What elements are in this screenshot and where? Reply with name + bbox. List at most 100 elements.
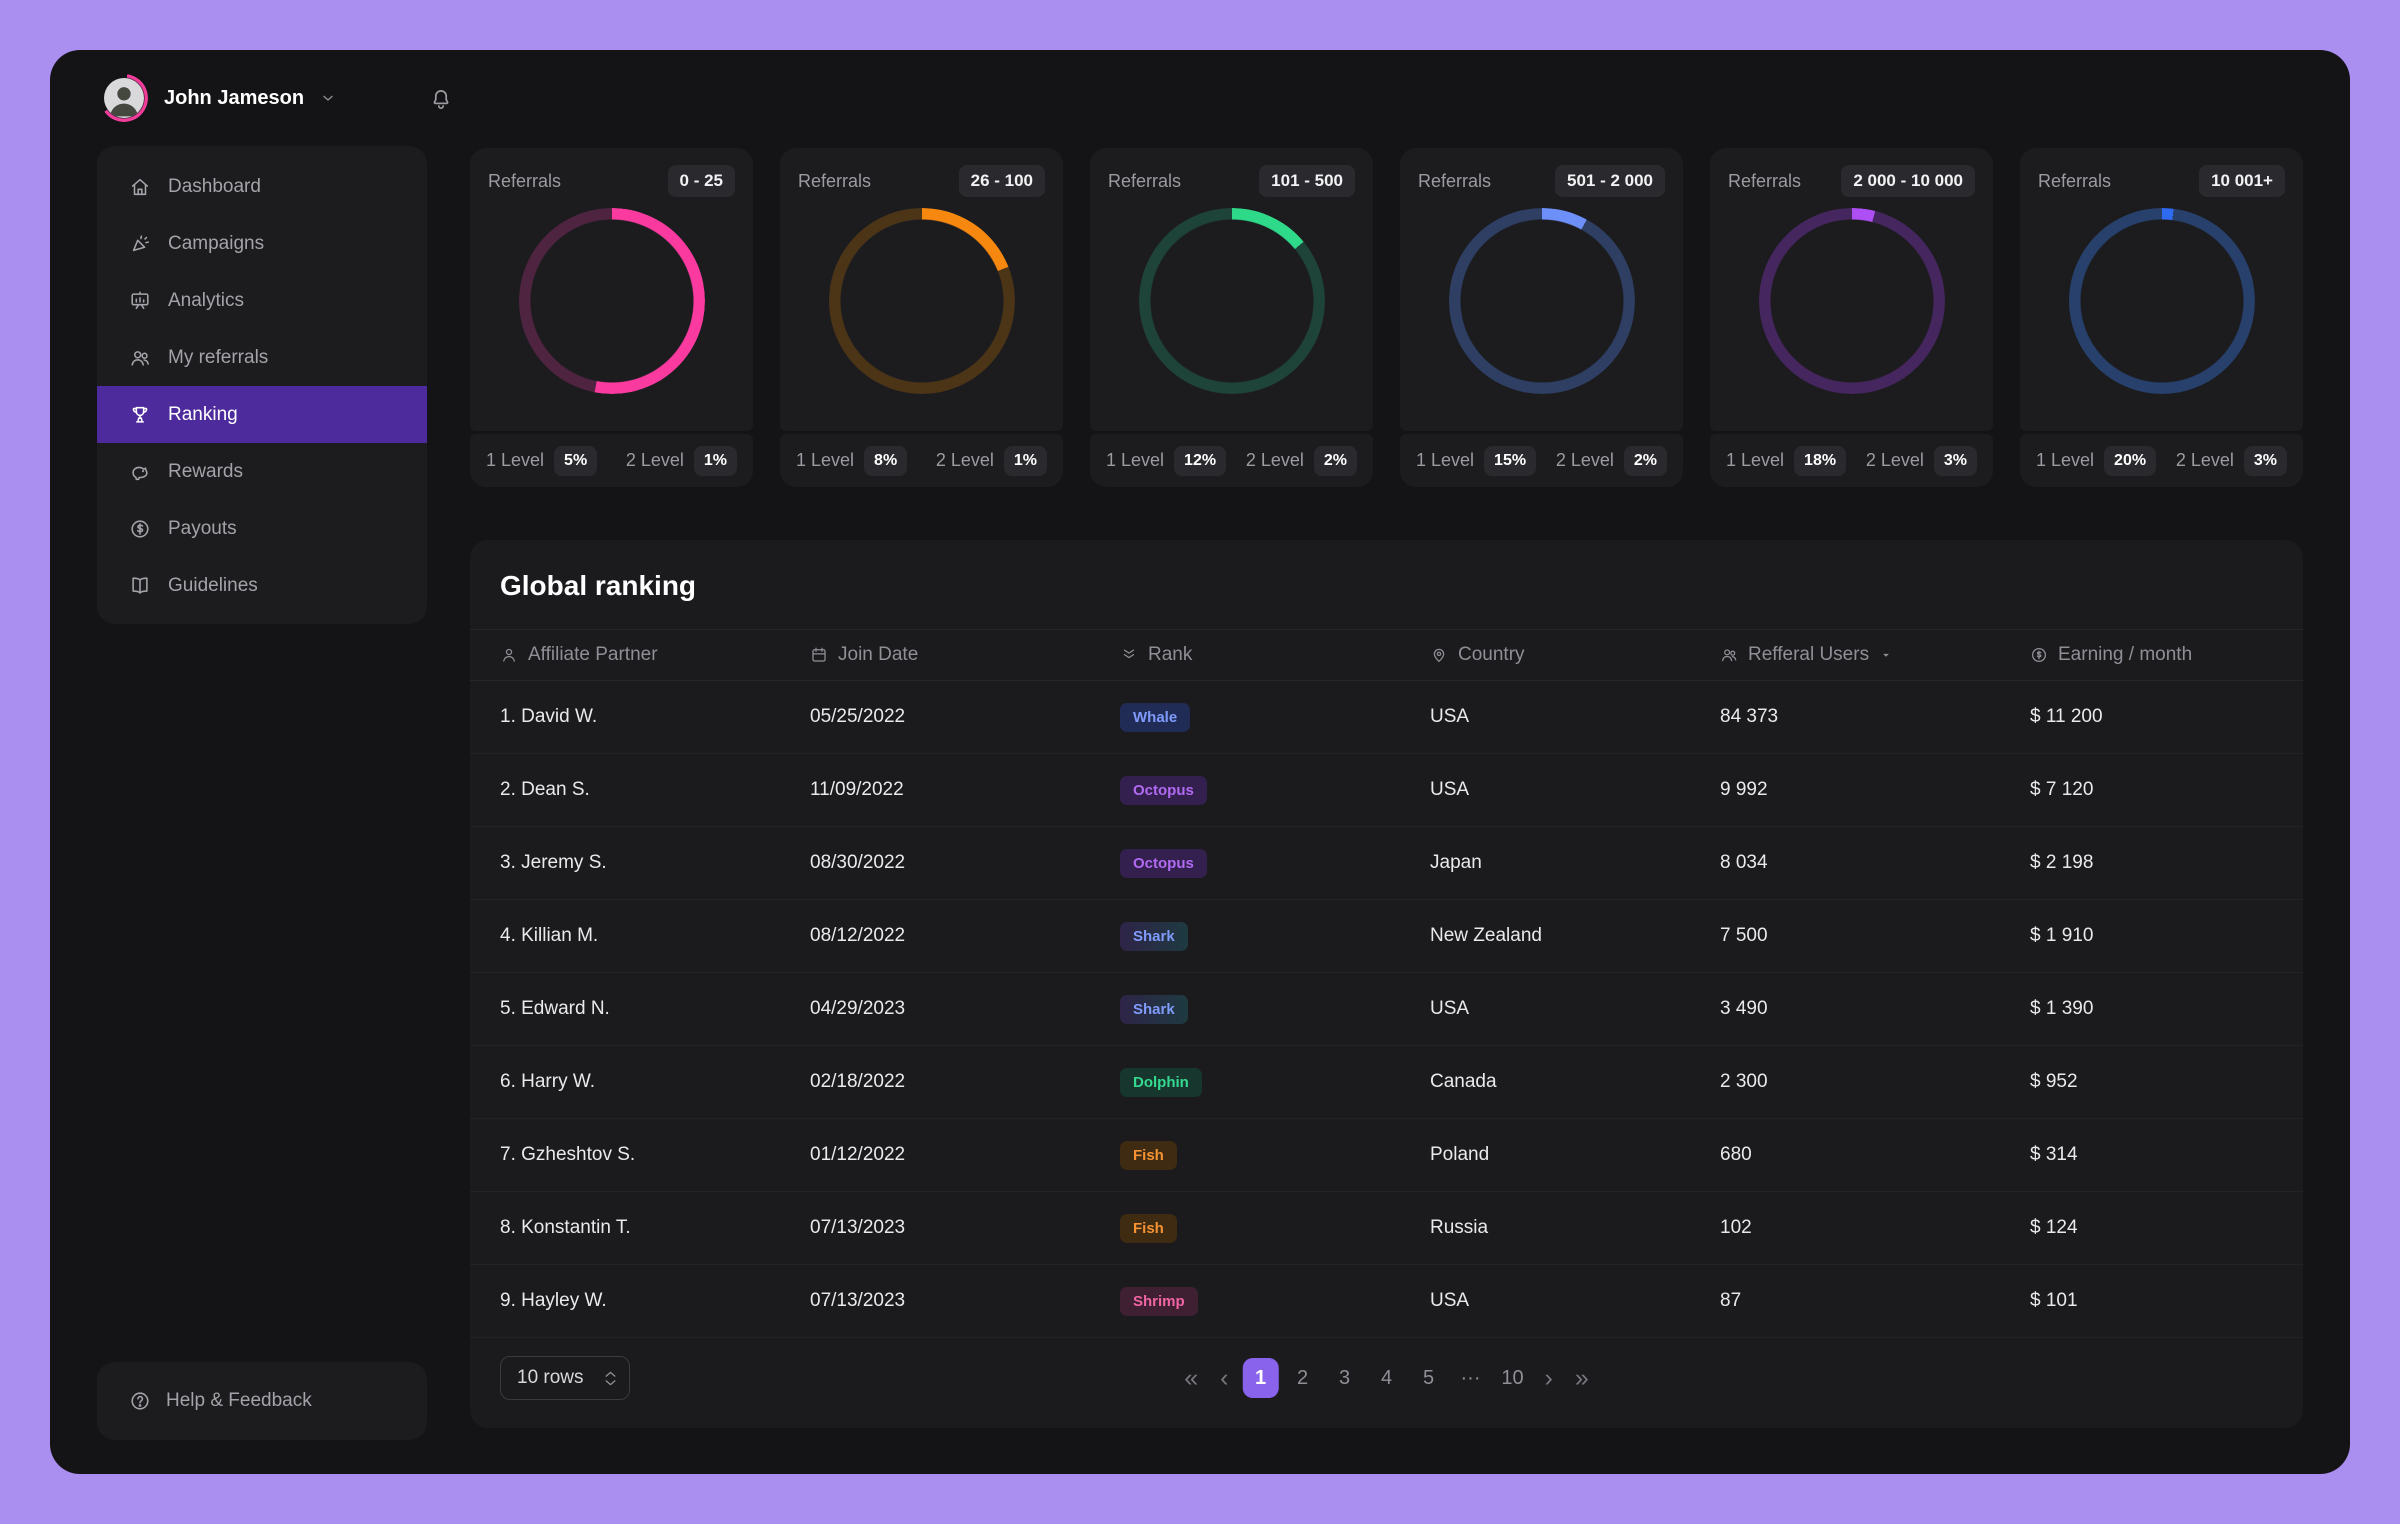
book-icon [132,576,148,594]
cell-users: 3 490 [1720,998,1768,1019]
next-page-button[interactable]: › [1544,1363,1553,1392]
col-label: Refferal Users [1748,644,1870,665]
cell-name: 1. David W. [500,706,598,727]
chevron-down-icon [605,1379,616,1385]
cell-rank: Fish [1120,1213,1430,1243]
level1-value: 8% [864,445,908,476]
level-label: Level 6 [2130,245,2193,266]
sidebar-item-guidelines[interactable]: Guidelines [97,557,427,614]
cell-rank: Whale [1120,702,1430,732]
stepper-icon[interactable] [604,1370,617,1387]
rank-badge: Whale [1120,702,1191,732]
level-donut-chart: Level 3 Dolphin 14% [1138,208,1325,394]
cell-rank: Shark [1120,994,1430,1024]
coin-icon [2031,647,2047,663]
level1-value: 20% [2104,445,2157,476]
prev-page-button[interactable]: ‹ [1220,1363,1229,1392]
help-feedback-label: Help & Feedback [166,1390,312,1411]
cell-name: 2. Dean S. [500,779,590,800]
sidebar-item-analytics[interactable]: Analytics [97,272,427,329]
level-percent: 14% [1189,309,1274,356]
col-refferal-users-sort[interactable]: Refferal Users [1720,644,2030,666]
cell-join-date: 02/18/2022 [810,1071,906,1092]
user-menu[interactable]: John Jameson [100,74,336,122]
global-ranking-panel: Global ranking Affiliate Partner Join Da… [470,540,2303,1428]
level2-label: 2 Level [625,450,684,470]
level2-label: 2 Level [935,450,994,470]
card-referrals-label: Referrals [1418,170,1492,191]
help-feedback-button[interactable]: Help & Feedback [97,1362,427,1440]
cell-earning: $ 101 [2030,1290,2078,1311]
rows-per-page-select[interactable]: 10 rows [500,1356,630,1400]
user-name: John Jameson [164,86,305,109]
card-referrals-label: Referrals [1108,170,1182,191]
level2-label: 2 Level [1865,450,1924,470]
table-row: 3. Jeremy S. 08/30/2022 Octopus Japan 8 … [470,827,2303,900]
chevron-down-icon[interactable] [320,90,336,106]
table-row: 1. David W. 05/25/2022 Whale USA 84 373 … [470,681,2303,754]
first-page-button[interactable]: « [1184,1363,1199,1392]
level-card-whale: Referrals 10 001+ Level 6 Whale 2% 1 Lev… [2020,148,2303,487]
level2-value: 3% [1933,445,1977,476]
notifications-bell-icon[interactable] [428,86,454,117]
referral-level-cards: Referrals 0 - 25 Level 1 Shrimp 53% 1 Le… [470,148,2303,487]
page-ellipsis: ··· [1460,1366,1481,1389]
page-button-1[interactable]: 1 [1242,1358,1279,1398]
referral-range-badge: 101 - 500 [1259,165,1355,197]
col-country: Country [1430,644,1720,666]
level2-label: 2 Level [1245,450,1304,470]
sidebar-item-label: Guidelines [168,574,258,596]
app-window: John Jameson Dashboard Campaigns Analyti… [50,50,2350,1474]
cell-rank: Shark [1120,921,1430,951]
sidebar-item-payouts[interactable]: Payouts [97,500,427,557]
level1-label: 1 Level [486,450,545,470]
level-donut-chart: Level 4 Shark 8% [1448,208,1635,394]
chevron-up-icon [605,1371,616,1377]
sidebar-item-dashboard[interactable]: Dashboard [97,158,427,215]
card-referrals-label: Referrals [2038,170,2112,191]
page-button-3[interactable]: 3 [1338,1366,1351,1389]
sidebar-item-label: Campaigns [168,232,265,254]
cell-country: USA [1430,706,1470,727]
sidebar-item-ranking[interactable]: Ranking [97,386,427,443]
avatar[interactable] [100,74,148,122]
cell-join-date: 08/30/2022 [810,852,906,873]
referral-range-badge: 0 - 25 [667,165,735,197]
cell-country: Canada [1430,1071,1497,1092]
level1-label: 1 Level [2036,450,2095,470]
card-referrals-label: Referrals [1728,170,1802,191]
cell-earning: $ 1 390 [2030,998,2094,1019]
last-page-button[interactable]: » [1574,1363,1589,1392]
page-button-5[interactable]: 5 [1422,1366,1435,1389]
cell-name: 7. Gzheshtov S. [500,1144,636,1165]
sidebar-item-my-referrals[interactable]: My referrals [97,329,427,386]
page-button-4[interactable]: 4 [1380,1366,1393,1389]
level-percent: 8% [1511,309,1572,356]
home-icon [131,178,149,195]
cell-name: 4. Killian M. [500,925,599,946]
col-rank: Rank [1120,644,1430,666]
sidebar-item-label: My referrals [168,346,269,368]
cell-name: 6. Harry W. [500,1071,596,1092]
level2-label: 2 Level [1555,450,1614,470]
rank-chevrons-icon [1123,649,1135,659]
rank-badge: Fish [1120,1213,1177,1243]
megaphone-icon [132,234,150,251]
rank-badge: Octopus [1120,775,1207,805]
cell-join-date: 07/13/2023 [810,1290,906,1311]
sidebar-item-rewards[interactable]: Rewards [97,443,427,500]
cell-users: 9 992 [1720,779,1768,800]
page-button-10[interactable]: 10 [1501,1366,1524,1389]
level-label: Level 2 [890,245,953,266]
sidebar-item-label: Ranking [168,403,238,425]
level1-value: 5% [554,445,598,476]
cell-earning: $ 2 198 [2030,852,2094,873]
presentation-chart-icon [131,291,149,309]
cell-earning: $ 7 120 [2030,779,2094,800]
page-button-2[interactable]: 2 [1296,1366,1309,1389]
level-label: Level 3 [1200,245,1263,266]
cell-country: New Zealand [1430,925,1542,946]
sidebar-item-campaigns[interactable]: Campaigns [97,215,427,272]
referral-range-badge: 501 - 2 000 [1554,165,1665,197]
rank-badge: Shrimp [1120,1286,1198,1316]
